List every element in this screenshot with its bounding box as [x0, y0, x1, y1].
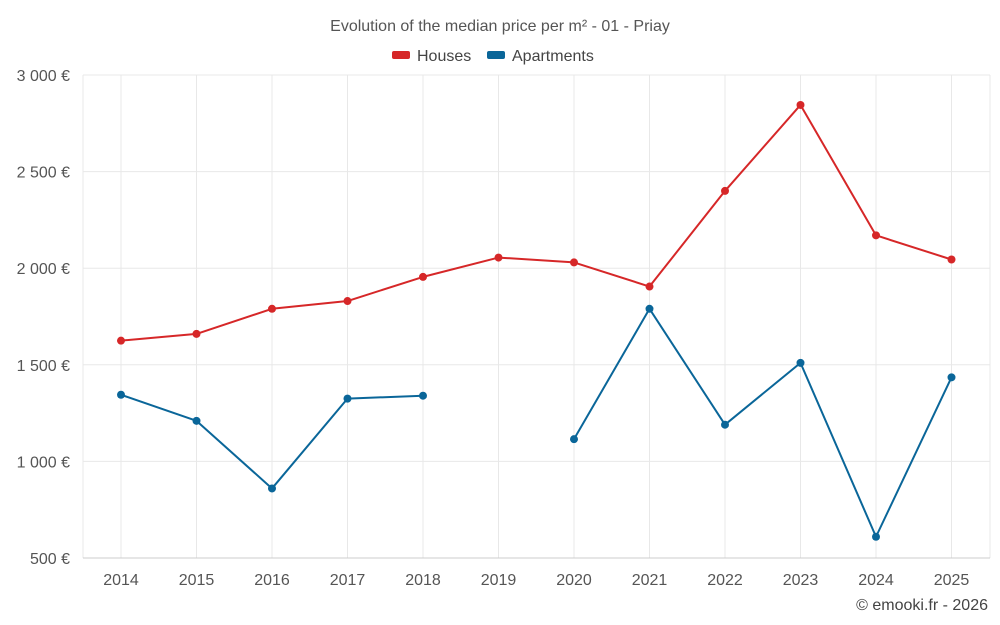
credit-text: © emooki.fr - 2026	[856, 597, 988, 614]
data-point-apartments[interactable]	[872, 532, 880, 541]
y-tick-label: 1 500 €	[17, 358, 70, 375]
series-line-apartments	[573, 307, 953, 538]
data-point-houses[interactable]	[117, 336, 125, 345]
data-point-apartments[interactable]	[268, 484, 276, 493]
x-tick-label: 2017	[330, 572, 366, 589]
data-point-houses[interactable]	[721, 186, 729, 195]
data-point-houses[interactable]	[872, 231, 880, 240]
data-point-apartments[interactable]	[721, 420, 729, 429]
legend-swatch-houses	[392, 51, 410, 59]
data-point-apartments[interactable]	[645, 304, 654, 313]
chart-title: Evolution of the median price per m² - 0…	[330, 18, 670, 35]
data-point-houses[interactable]	[192, 329, 201, 338]
y-tick-label: 2 500 €	[17, 165, 70, 182]
legend-item-houses[interactable]: Houses	[392, 48, 471, 65]
legend-label-apartments: Apartments	[512, 48, 594, 65]
data-point-houses[interactable]	[570, 258, 578, 267]
series-layer	[117, 100, 956, 541]
data-point-houses[interactable]	[796, 100, 805, 109]
legend-swatch-apartments	[487, 51, 505, 59]
x-tick-label: 2014	[103, 572, 139, 589]
data-point-apartments[interactable]	[419, 391, 427, 400]
data-point-apartments[interactable]	[947, 373, 956, 382]
series-apartments	[117, 304, 956, 541]
y-axis: 500 € 1 000 € 1 500 € 2 000 € 2 500 € 3 000 €	[17, 68, 70, 568]
x-tick-label: 2025	[934, 572, 970, 589]
data-point-apartments[interactable]	[570, 435, 578, 444]
x-tick-label: 2021	[632, 572, 668, 589]
data-point-houses[interactable]	[645, 282, 654, 291]
y-tick-label: 500 €	[30, 551, 70, 568]
x-tick-label: 2019	[481, 572, 517, 589]
series-houses	[117, 100, 956, 345]
data-point-houses[interactable]	[947, 255, 956, 264]
data-point-houses[interactable]	[268, 304, 276, 313]
data-point-apartments[interactable]	[796, 358, 805, 367]
x-tick-label: 2016	[254, 572, 290, 589]
x-axis: 2014 2015 2016 2017 2018 2019 2020 2021 2022 2023…	[83, 557, 990, 589]
data-point-apartments[interactable]	[192, 416, 201, 425]
x-tick-label: 2024	[858, 572, 894, 589]
data-point-houses[interactable]	[494, 253, 503, 262]
data-point-houses[interactable]	[419, 272, 427, 281]
y-tick-label: 1 000 €	[17, 454, 70, 471]
series-line-houses	[120, 103, 952, 342]
x-tick-label: 2023	[783, 572, 819, 589]
x-tick-label: 2018	[405, 572, 441, 589]
data-point-apartments[interactable]	[343, 394, 352, 403]
legend-label-houses: Houses	[417, 48, 471, 65]
y-tick-label: 3 000 €	[17, 68, 70, 85]
legend-item-apartments[interactable]: Apartments	[487, 48, 594, 65]
data-point-apartments[interactable]	[117, 390, 125, 399]
data-point-houses[interactable]	[343, 297, 352, 306]
x-tick-label: 2022	[707, 572, 743, 589]
x-gridlines	[82, 75, 991, 558]
x-tick-label: 2015	[179, 572, 215, 589]
y-tick-label: 2 000 €	[17, 261, 70, 278]
legend: Houses Apartments	[392, 48, 594, 65]
x-tick-label: 2020	[556, 572, 592, 589]
